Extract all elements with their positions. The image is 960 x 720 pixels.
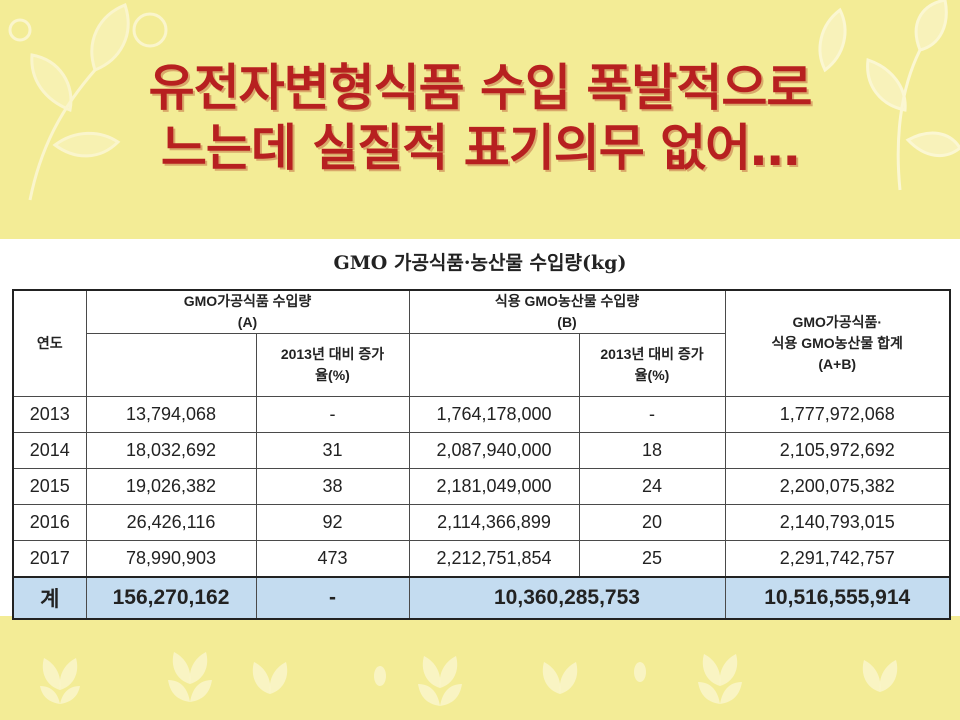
total-crop-import: 10,360,285,753 [408, 576, 726, 620]
header-crop-import: 식용 GMO농산물 수입량 (B) [408, 289, 726, 334]
cell-processed-import: 19,026,382 [85, 468, 257, 505]
cell-processed-import: 26,426,116 [85, 504, 257, 541]
table-row: 2017 78,990,903 473 2,212,751,854 25 2,2… [12, 540, 951, 578]
total-processed-growth: - [255, 576, 410, 620]
table-row: 2016 26,426,116 92 2,114,366,899 20 2,14… [12, 504, 951, 541]
cell-year: 2014 [12, 432, 87, 469]
cell-processed-import: 13,794,068 [85, 396, 257, 433]
cell-sum: 1,777,972,068 [724, 396, 951, 433]
cell-year: 2015 [12, 468, 87, 505]
table-title: GMO 가공식품·농산물 수입량(kg) [333, 252, 627, 274]
header-processed-import-label: GMO가공식품 수입량 (A) [183, 293, 312, 330]
table-row: 2015 19,026,382 38 2,181,049,000 24 2,20… [12, 468, 951, 505]
header-crop-import-label: 식용 GMO농산물 수입량 (B) [494, 293, 640, 330]
header-total-line-1: GMO가공식품· [792, 314, 883, 330]
cell-sum: 2,291,742,757 [724, 540, 951, 578]
table-panel: GMO 가공식품·농산물 수입량(kg) 연도 GMO가공식품 수입량 (A) … [0, 239, 960, 620]
header-crop-growth: 2013년 대비 증가율(%) [578, 333, 726, 397]
cell-crop-import: 2,114,366,899 [408, 504, 580, 541]
cell-crop-import: 2,181,049,000 [408, 468, 580, 505]
cell-processed-growth: 31 [255, 432, 410, 469]
cell-year: 2016 [12, 504, 87, 541]
slide-headline: 유전자변형식품 수입 폭발적으로 느는데 실질적 표기의무 없어… [0, 58, 960, 178]
cell-year: 2017 [12, 540, 87, 578]
cell-sum: 2,105,972,692 [724, 432, 951, 469]
header-total-line-2: 식용 GMO농산물 합계 [771, 335, 903, 351]
cell-crop-growth: 20 [578, 504, 726, 541]
cell-sum: 2,140,793,015 [724, 504, 951, 541]
header-row-1: 연도 GMO가공식품 수입량 (A) 식용 GMO농산물 수입량 (B) GMO… [12, 289, 951, 397]
cell-crop-growth: 18 [578, 432, 726, 469]
cell-sum: 2,200,075,382 [724, 468, 951, 505]
total-label: 계 [12, 576, 87, 620]
header-processed-import: GMO가공식품 수입량 (A) [85, 289, 410, 334]
total-processed-import: 156,270,162 [85, 576, 257, 620]
header-crop-growth-label: 2013년 대비 증가율(%) [600, 346, 704, 383]
gmo-import-table: 연도 GMO가공식품 수입량 (A) 식용 GMO농산물 수입량 (B) GMO… [12, 289, 951, 620]
cell-crop-growth: - [578, 396, 726, 433]
table-row: 2014 18,032,692 31 2,087,940,000 18 2,10… [12, 432, 951, 469]
cell-crop-import: 2,212,751,854 [408, 540, 580, 578]
header-total-line-3: (A+B) [818, 356, 857, 372]
header-row-2: 2013년 대비 증가율(%) 2013년 대비 증가율(%) [13, 333, 950, 397]
headline-line-1: 유전자변형식품 수입 폭발적으로 [148, 59, 813, 117]
cell-processed-growth: 38 [255, 468, 410, 505]
cell-processed-import: 18,032,692 [85, 432, 257, 469]
cell-crop-growth: 24 [578, 468, 726, 505]
total-sum: 10,516,555,914 [724, 576, 951, 620]
cell-crop-import: 1,764,178,000 [408, 396, 580, 433]
cell-processed-growth: 92 [255, 504, 410, 541]
header-crop-blank [408, 333, 580, 397]
header-processed-growth-label: 2013년 대비 증가율(%) [280, 346, 385, 383]
cell-crop-growth: 25 [578, 540, 726, 578]
header-year: 연도 [12, 289, 87, 397]
cell-year: 2013 [12, 396, 87, 433]
cell-processed-growth: - [255, 396, 410, 433]
sprout-decoration-bottom [40, 652, 898, 706]
cell-processed-import: 78,990,903 [85, 540, 257, 578]
cell-processed-growth: 473 [255, 540, 410, 578]
cell-crop-import: 2,087,940,000 [408, 432, 580, 469]
table-row: 2013 13,794,068 - 1,764,178,000 - 1,777,… [12, 396, 951, 433]
header-processed-growth: 2013년 대비 증가율(%) [255, 333, 410, 397]
header-processed-blank [85, 333, 257, 397]
header-total: GMO가공식품· 식용 GMO농산물 합계 (A+B) [724, 289, 951, 397]
total-row: 계 156,270,162 - 10,360,285,753 10,516,55… [12, 576, 951, 620]
headline-line-2: 느는데 실질적 표기의무 없어… [160, 119, 800, 177]
